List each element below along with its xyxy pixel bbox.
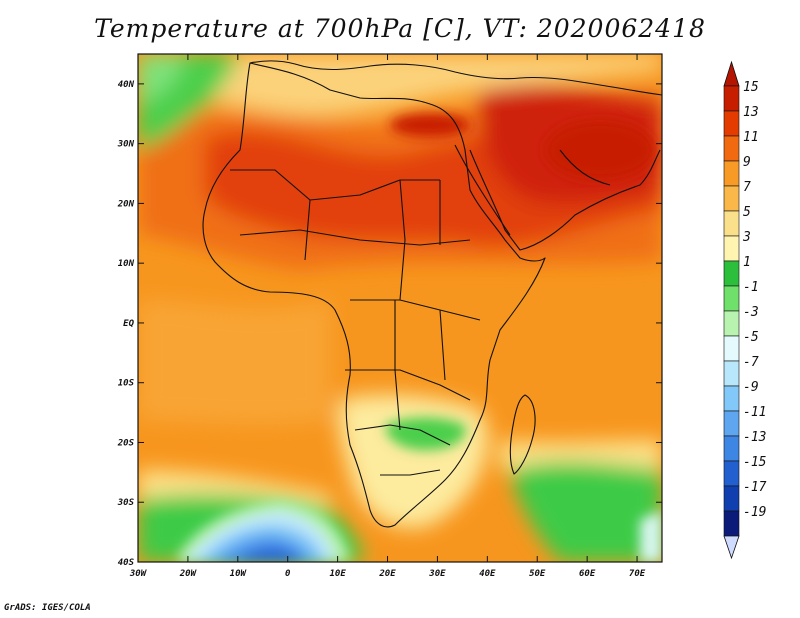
colorbar-label: 7 — [743, 180, 751, 195]
axis-ticks: 30W 20W 10W 0 10E 20E 30E 40E 50E 60E 70E 40N 30N 20N… — [117, 54, 662, 579]
colorbar-label: 3 — [742, 230, 751, 245]
colorbar-swatch — [723, 235, 740, 262]
lat-tick-label: 30S — [117, 498, 135, 508]
colorbar-label: -7 — [743, 355, 759, 370]
map-frame — [137, 53, 663, 563]
lat-tick-label: EQ — [123, 319, 134, 329]
colorbar-swatch — [723, 310, 740, 337]
colorbar-swatch — [723, 460, 740, 487]
colorbar-swatch — [723, 210, 740, 237]
lon-tick-label: 30E — [428, 569, 446, 579]
colorbar-label: -17 — [743, 480, 767, 495]
lon-tick-label: 0 — [285, 569, 291, 579]
colorbar-swatch — [723, 260, 740, 287]
map-plot-area — [138, 54, 662, 562]
lat-tick-label: 40S — [118, 558, 135, 568]
colorbar-label: -13 — [743, 430, 766, 445]
lon-tick-label: 30W — [129, 569, 148, 579]
colorbar-label: -19 — [743, 505, 766, 520]
colorbar-swatch — [723, 335, 740, 362]
colorbar-swatch — [723, 410, 740, 437]
map-title: Temperature at 700hPa [C], VT: 202006241… — [94, 14, 706, 43]
lat-tick-label: 40N — [118, 80, 135, 90]
lon-tick-label: 20W — [179, 569, 198, 579]
colorbar-label: -9 — [743, 380, 759, 395]
colorbar-swatch — [723, 185, 740, 212]
colorbar-label: -15 — [743, 455, 767, 470]
colorbar-label: -11 — [743, 405, 766, 420]
colorbar-swatch — [723, 435, 740, 462]
colorbar-label: -3 — [743, 305, 759, 320]
colorbar-swatch — [723, 485, 740, 512]
colorbar-swatch — [723, 285, 740, 312]
cold-core-shading — [175, 113, 662, 562]
lon-tick-label: 20E — [378, 569, 396, 579]
colorbar-top-arrow — [723, 60, 740, 87]
lon-tick-label: 70E — [629, 569, 646, 579]
colorbar-label: 5 — [743, 205, 751, 220]
lat-tick-label: 30N — [117, 140, 135, 150]
colorbar-label: 1 — [743, 255, 751, 270]
coastlines — [202, 60, 662, 528]
lon-tick-label: 50E — [529, 569, 546, 579]
lat-tick-label: 20S — [117, 438, 135, 448]
colorbar-label: 13 — [743, 105, 759, 120]
colorbar-swatch — [723, 110, 740, 137]
colorbar-label: 15 — [743, 80, 759, 95]
colorbar-label: 11 — [743, 130, 759, 145]
grads-credit: GrADS: IGES/COLA — [4, 603, 91, 613]
colorbar-label: 9 — [743, 155, 751, 170]
colorbar-swatch — [723, 360, 740, 387]
colorbar-swatch — [723, 85, 740, 112]
lat-tick-label: 20N — [117, 199, 135, 209]
lat-tick-label: 10N — [118, 259, 135, 269]
colorbar-bottom-arrow — [723, 535, 740, 560]
lon-tick-label: 60E — [579, 569, 596, 579]
colorbar-label: -1 — [743, 280, 759, 295]
lon-tick-label: 10W — [230, 569, 248, 579]
lon-tick-label: 10E — [329, 569, 346, 579]
colorbar-swatch — [723, 160, 740, 187]
lat-tick-label: 10S — [118, 379, 135, 389]
colorbar-swatch — [723, 385, 740, 412]
colorbar-label: -5 — [743, 330, 759, 345]
colorbar-swatch — [723, 510, 740, 537]
colorbar: 15 13 11 9 7 5 3 1 -1 -3 -5 -7 -9 -11 -13 -15 -17 -19 — [723, 60, 767, 560]
colorbar-swatch — [723, 135, 740, 162]
lon-tick-label: 40E — [479, 569, 496, 579]
